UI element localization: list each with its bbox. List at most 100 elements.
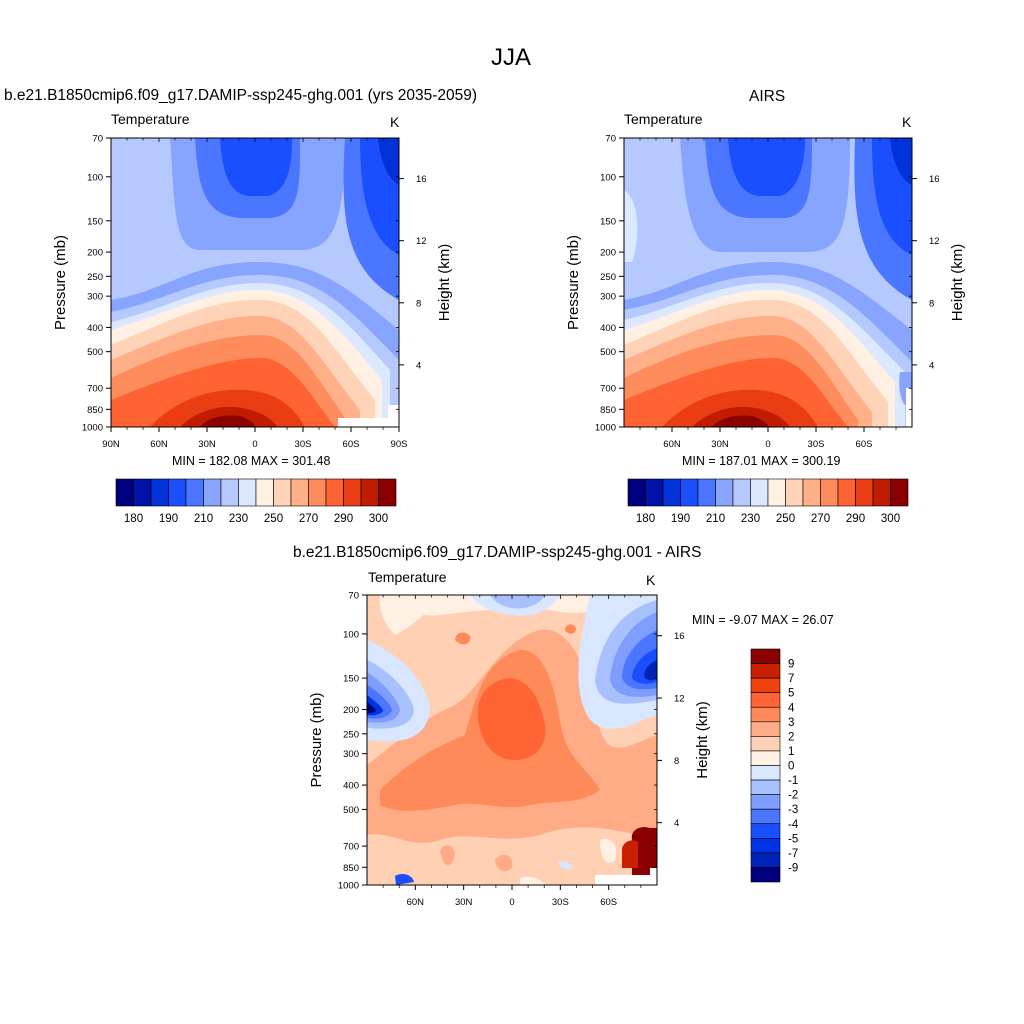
panel3-title: b.e21.B1850cmip6.f09_g17.DAMIP-ssp245-gh… (293, 544, 702, 561)
panel1-ytick-label: 250 (87, 272, 103, 283)
panel1-ytick-label: 700 (87, 384, 103, 395)
panel1-colorbar-swatch (203, 478, 222, 507)
panel2-colorbar-swatch (750, 478, 769, 507)
panel3-ytick-label: 400 (343, 781, 359, 792)
panel1-colorbar-label: 250 (264, 513, 283, 525)
panel3-xtick-label: 30N (455, 897, 473, 908)
panel2-colorbar-swatch (855, 478, 874, 507)
panel1-colorbar-swatch (220, 478, 239, 507)
panel3-colorbar-swatch (750, 852, 781, 868)
panel2-plot (624, 138, 912, 427)
panel1-colorbar-swatch (185, 478, 204, 507)
panel3-ytick-label: 100 (343, 629, 359, 640)
panel2-colorbar-swatch (837, 478, 856, 507)
panel1-colorbar-swatch (308, 478, 327, 507)
panel2-colorbar-label: 250 (776, 513, 795, 525)
panel2-xtick-label: 60S (856, 439, 873, 450)
panel2-xtick-label: 60N (663, 439, 681, 450)
panel3-colorbar-label: -4 (788, 819, 799, 831)
panel2-colorbar-swatch (680, 478, 699, 507)
panel2-colorbar-swatch (802, 478, 821, 507)
panel1-xtick-label: 60N (150, 439, 168, 450)
panel1-y2tick-label: 16 (416, 174, 427, 185)
panel3-plot (367, 595, 657, 885)
panel2-colorbar-swatch (767, 478, 786, 507)
panel1-unit-label: K (390, 114, 400, 130)
panel1-colorbar-swatch (325, 478, 344, 507)
panel1-ytick-label: 300 (87, 292, 103, 303)
panel1-ylabel: Pressure (mb) (52, 235, 69, 330)
panel3-ytick-label: 1000 (338, 881, 359, 892)
panel2-xtick-label: 0 (765, 439, 770, 450)
panel1-plot (111, 138, 399, 427)
panel3-colorbar-swatch (750, 721, 781, 737)
panel1-y2tick-label: 4 (416, 360, 421, 371)
panel2-ytick-label: 700 (600, 384, 616, 395)
panel2-y2label: Height (km) (949, 244, 966, 322)
panel1-xtick-label: 60S (343, 439, 360, 450)
panel3-ytick-label: 500 (343, 805, 359, 816)
panel1-colorbar-swatch (168, 478, 187, 507)
panel2-colorbar-label: 230 (741, 513, 760, 525)
panel3-colorbar-label: 0 (788, 761, 794, 773)
panel3-colorbar-swatch (750, 677, 781, 693)
panel3-colorbar-label: 9 (788, 659, 794, 671)
main-title: JJA (491, 44, 532, 71)
panel1-ytick-label: 850 (87, 405, 103, 416)
panel2-ytick-label: 150 (600, 216, 616, 227)
panel2-colorbar-swatch (697, 478, 716, 507)
panel3-colorbar-label: 4 (788, 702, 795, 714)
panel3-colorbar-swatch (750, 706, 781, 723)
panel2-ytick-label: 850 (600, 405, 616, 416)
panel1-ytick-label: 150 (87, 216, 103, 227)
panel2-colorbar-swatch (890, 478, 909, 507)
panel2-ytick-label: 200 (600, 248, 616, 259)
panel2-colorbar-swatch (785, 478, 804, 507)
panel1-ytick-label: 1000 (82, 423, 103, 434)
panel3-unit-label: K (646, 572, 656, 588)
panel2-y2tick-label: 16 (929, 174, 940, 185)
panel1-ytick-label: 100 (87, 172, 103, 183)
panel2-stats: MIN = 187.01 MAX = 300.19 (682, 454, 841, 468)
panel1-colorbar-label: 190 (159, 513, 178, 525)
panel3-colorbar-label: -7 (788, 848, 798, 860)
panel1-colorbar-label: 270 (299, 513, 318, 525)
panel2-ytick-label: 500 (600, 347, 616, 358)
panel1-colorbar-swatch (273, 478, 292, 507)
panel1-colorbar-swatch (133, 478, 152, 507)
panel3-xtick-label: 60N (407, 897, 425, 908)
panel2-colorbar-swatch (715, 478, 734, 507)
panel2-title: AIRS (749, 88, 786, 105)
panel3-colorbar-swatch (750, 838, 781, 854)
panel2-ytick-label: 1000 (595, 423, 616, 434)
panel1-ytick-label: 500 (87, 347, 103, 358)
panel3-ytick-label: 150 (343, 674, 359, 685)
panel1-ytick-label: 400 (87, 323, 103, 334)
panel3-ytick-label: 700 (343, 842, 359, 853)
panel3-colorbar-label: 1 (788, 746, 794, 758)
panel3-colorbar-label: 5 (788, 688, 794, 700)
panel1-xtick-label: 0 (252, 439, 257, 450)
panel2-colorbar-swatch (732, 478, 751, 507)
panel2-colorbar-label: 270 (811, 513, 830, 525)
panel3-ytick-label: 200 (343, 705, 359, 716)
panel2-ytick-label: 300 (600, 292, 616, 303)
panel2-variable-label: Temperature (624, 111, 703, 127)
panel2-ytick-label: 100 (600, 172, 616, 183)
panel3-xtick-label: 60S (600, 897, 617, 908)
panel1-colorbar-swatch (378, 478, 397, 507)
panel3-y2tick-label: 8 (674, 756, 679, 767)
panel1-colorbar-swatch (238, 478, 257, 507)
panel2-y2tick-label: 8 (929, 298, 934, 309)
panel2-colorbar-label: 290 (846, 513, 865, 525)
panel2-colorbar-swatch (627, 478, 646, 507)
panel2-colorbar-label: 190 (671, 513, 690, 525)
panel2-ytick-label: 70 (605, 134, 616, 145)
panel1-xtick-label: 90N (102, 439, 120, 450)
panel2-colorbar-label: 180 (636, 513, 655, 525)
panel1-xtick-label: 30N (198, 439, 216, 450)
panel3-colorbar-label: -9 (788, 862, 798, 874)
panel1-colorbar-swatch (360, 478, 379, 507)
panel3-y2tick-label: 16 (674, 631, 685, 642)
